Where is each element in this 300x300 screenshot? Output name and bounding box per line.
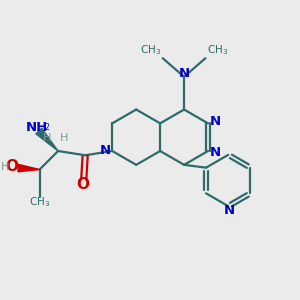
Text: H: H: [43, 133, 51, 143]
Polygon shape: [36, 128, 58, 151]
Text: CH$_3$: CH$_3$: [207, 43, 228, 57]
Text: H: H: [1, 162, 9, 172]
Text: N: N: [224, 204, 235, 217]
Text: O: O: [5, 159, 18, 174]
Text: CH$_3$: CH$_3$: [140, 43, 161, 57]
Polygon shape: [18, 164, 40, 172]
Text: N: N: [210, 146, 221, 159]
Text: CH$_3$: CH$_3$: [29, 195, 50, 208]
Text: N: N: [178, 67, 190, 80]
Text: H: H: [60, 133, 68, 143]
Text: N: N: [100, 145, 111, 158]
Text: O: O: [76, 177, 89, 192]
Text: NH: NH: [26, 121, 48, 134]
Text: $_2$: $_2$: [44, 122, 50, 134]
Text: N: N: [210, 116, 221, 128]
